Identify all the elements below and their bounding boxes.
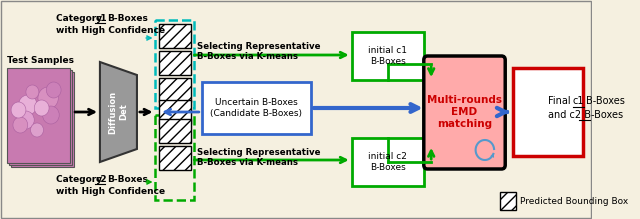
Text: B-Boxes: B-Boxes [108, 14, 148, 23]
Circle shape [11, 102, 26, 118]
Text: Diffusion
Det: Diffusion Det [109, 90, 128, 134]
FancyBboxPatch shape [424, 56, 505, 169]
Text: Selecting Representative
B-Boxes via K-means: Selecting Representative B-Boxes via K-m… [197, 42, 321, 61]
Circle shape [31, 123, 44, 137]
Text: Multi-rounds
EMD
matching: Multi-rounds EMD matching [427, 95, 502, 129]
Bar [513, 68, 583, 156]
Text: initial c2
B-Boxes: initial c2 B-Boxes [368, 152, 407, 172]
Text: c1: c1 [573, 96, 584, 106]
Bar [351, 138, 424, 186]
Text: with High Confidence: with High Confidence [56, 187, 164, 196]
Text: B-Boxes: B-Boxes [586, 96, 625, 106]
Bar [11, 72, 74, 167]
Polygon shape [100, 62, 137, 162]
Text: initial c1
B-Boxes: initial c1 B-Boxes [368, 46, 407, 66]
Circle shape [19, 95, 37, 115]
Text: and c2 B-Boxes: and c2 B-Boxes [548, 110, 623, 120]
Bar [159, 119, 191, 143]
Bar [202, 82, 311, 134]
Text: Selecting Representative
B-Boxes via K-means: Selecting Representative B-Boxes via K-m… [197, 148, 321, 167]
Circle shape [26, 85, 39, 99]
Bar [500, 192, 516, 210]
Bar [159, 146, 191, 170]
Text: Test Samples: Test Samples [8, 56, 74, 65]
Bar [156, 115, 195, 200]
Bar [8, 68, 70, 163]
Circle shape [13, 117, 28, 133]
Text: with High Confidence: with High Confidence [56, 26, 164, 35]
Bar [159, 24, 191, 48]
Circle shape [38, 87, 58, 109]
Circle shape [43, 106, 60, 124]
Bar [159, 100, 191, 124]
Text: B-Boxes: B-Boxes [108, 175, 148, 184]
Text: Final: Final [548, 96, 573, 106]
Bar [9, 70, 72, 165]
Circle shape [34, 100, 49, 116]
Text: Category: Category [56, 14, 105, 23]
Text: Category: Category [56, 175, 105, 184]
Text: c1: c1 [95, 14, 107, 23]
Circle shape [17, 111, 34, 129]
Text: Predicted Bounding Box: Predicted Bounding Box [520, 196, 628, 205]
Text: Uncertain B-Boxes
(Candidate B-Boxes): Uncertain B-Boxes (Candidate B-Boxes) [211, 98, 302, 118]
Bar [156, 20, 195, 108]
Bar [159, 51, 191, 75]
Text: c2: c2 [95, 175, 107, 184]
Bar [159, 78, 191, 102]
Bar [351, 32, 424, 80]
Circle shape [46, 82, 61, 98]
